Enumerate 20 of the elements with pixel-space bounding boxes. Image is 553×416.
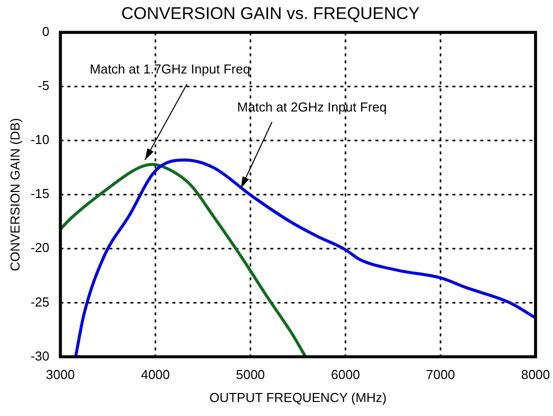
y-axis-title: CONVERSION GAIN (DB) xyxy=(7,118,22,272)
x-tick-label: 6000 xyxy=(331,367,360,382)
x-tick-label: 3000 xyxy=(46,367,75,382)
annotation: Match at 2GHz Input Freq xyxy=(237,100,387,115)
annotation: Match at 1.7GHz Input Freq xyxy=(90,62,250,77)
chart-title: CONVERSION GAIN vs. FREQUENCY xyxy=(121,4,420,23)
x-tick-label: 7000 xyxy=(426,367,455,382)
y-tick-label: -5 xyxy=(38,78,50,94)
x-tick-label: 5000 xyxy=(236,367,265,382)
x-axis-title: OUTPUT FREQUENCY (MHz) xyxy=(209,390,387,405)
y-tick-label: -15 xyxy=(30,186,50,202)
line-series xyxy=(74,158,536,357)
x-tick-label: 8000 xyxy=(521,367,550,382)
line-series xyxy=(60,162,308,357)
y-tick-label: -30 xyxy=(30,348,50,364)
x-tick-label: 4000 xyxy=(140,367,170,382)
y-tick-label: 0 xyxy=(42,24,50,39)
y-tick-label: -25 xyxy=(30,294,50,310)
y-tick-label: -20 xyxy=(30,240,50,256)
y-tick-label: -10 xyxy=(30,132,50,148)
